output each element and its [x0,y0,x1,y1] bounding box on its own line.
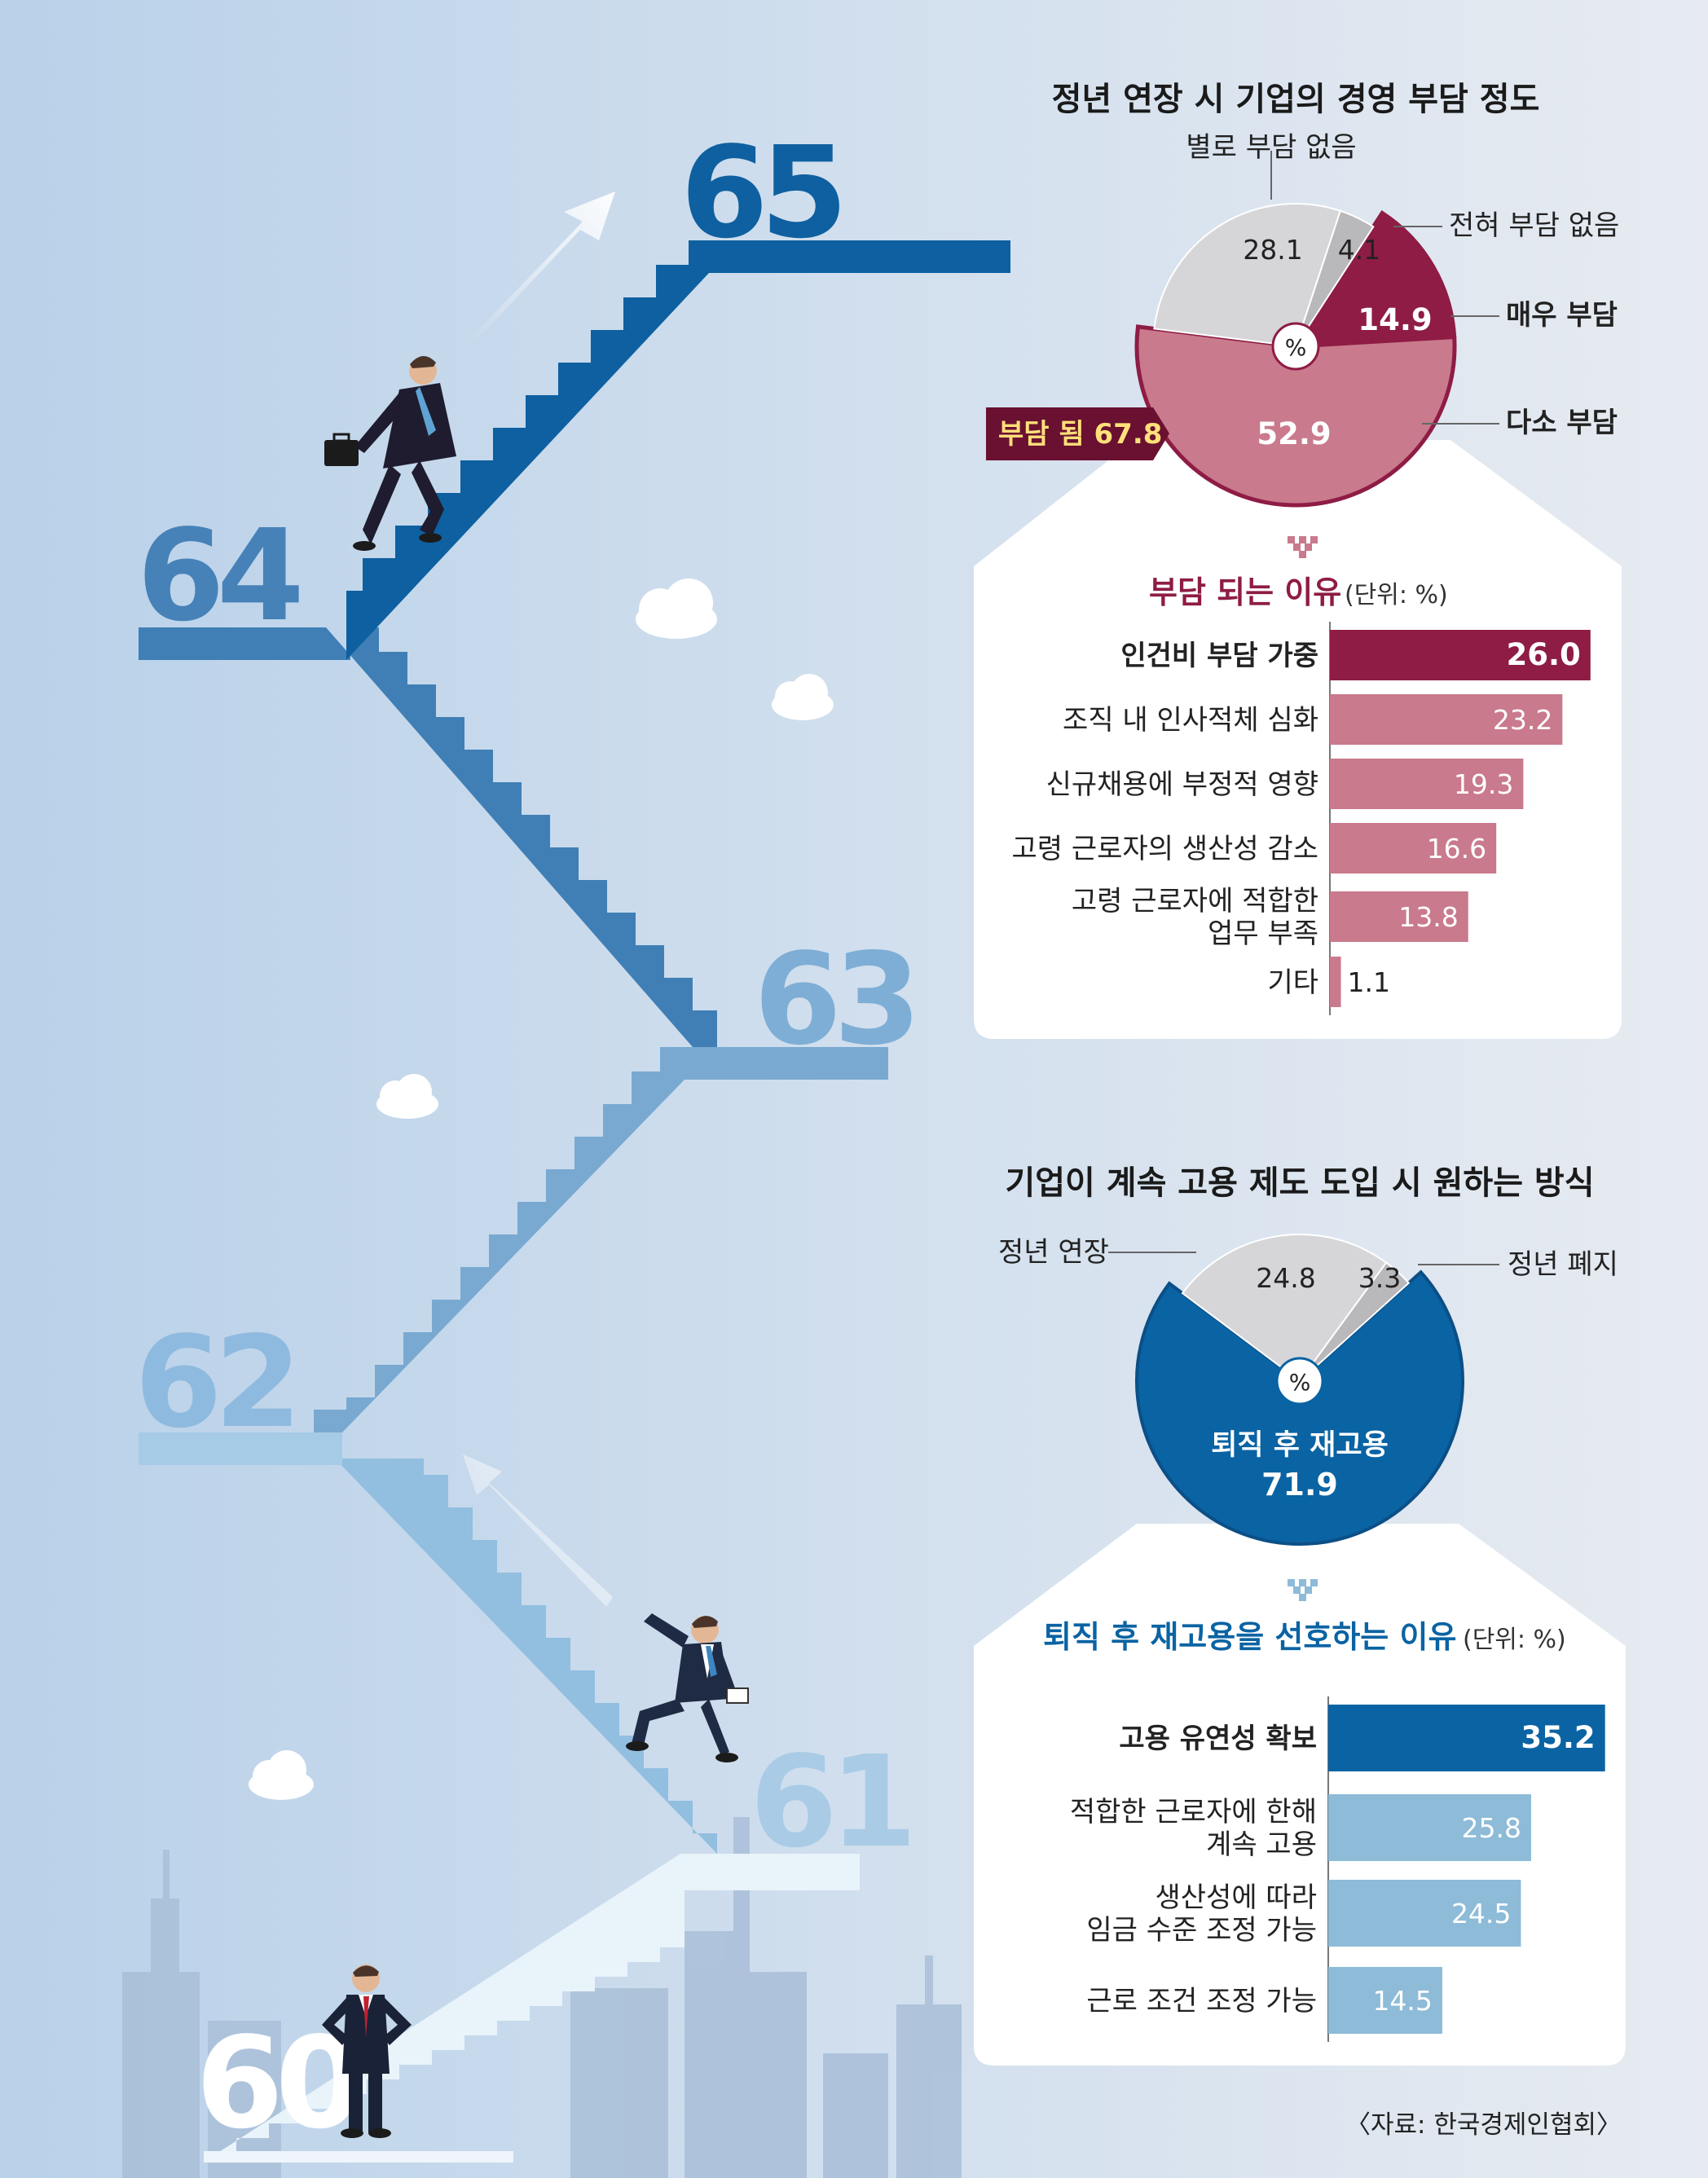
stair-label-62: 62 [134,1309,294,1456]
chart2-title: 부담 되는 이유 [1149,574,1341,610]
pie2-slice-2 [1299,1261,1411,1382]
stair-64-63 [139,627,717,1047]
chart1-pie [1134,203,1457,508]
chart1-panel [974,440,1622,1039]
businessman-climbing [324,355,456,551]
bar-label-0: 고용 유연성 확보 [1119,1723,1317,1755]
bar-value-4: 13.8 [1398,901,1458,933]
stair-label-65: 65 [680,119,840,266]
pie2-label-정년폐지: 정년 폐지 [1508,1248,1618,1281]
bar-value-3: 14.5 [1372,1985,1432,2017]
bar-3 [1330,823,1497,873]
cloud [376,1074,438,1119]
up-left-arrow-icon [463,1454,613,1607]
bar-label-1: 적합한 근로자에 한해 [1070,1796,1317,1828]
pie2-value-24.8: 24.8 [1256,1262,1315,1294]
bar-label-5: 기타 [1267,966,1318,999]
pie1-label-다소: 다소 부담 [1506,407,1618,439]
pie2-value-3.3: 3.3 [1358,1262,1401,1294]
callout-burden [986,407,1169,460]
stair-labels: 65 64 63 62 61 60 [134,119,922,2157]
bar-value-1: 23.2 [1493,704,1552,736]
pie1-value-4.1: 4.1 [1338,234,1380,266]
businessman-running [626,1613,749,1762]
businessman-standing [322,1965,412,2138]
cloud [249,1750,314,1800]
pie1-label-별로: 별로 부담 없음 [1186,131,1356,164]
chevron-down-icon [1288,536,1318,558]
bar-label-3: 근로 조건 조정 가능 [1086,1985,1317,2017]
bar-value-2: 24.5 [1451,1898,1511,1929]
cloud [772,674,834,720]
chart4-unit: (단위: %) [1463,1626,1566,1654]
bar-1 [1328,1794,1531,1861]
chart3-title: 기업이 계속 고용 제도 도입 시 원하는 방식 [1005,1164,1594,1202]
bar-3 [1328,1967,1442,2034]
landing-62 [139,1432,342,1465]
pie1-label-매우: 매우 부담 [1506,299,1618,332]
pie2-value-71.9: 71.9 [1261,1467,1338,1503]
up-arrow-icon [471,191,615,346]
bar-0 [1328,1705,1605,1771]
source-note: 〈자료: 한국경제인협회〉 [1345,2110,1622,2140]
bar-label-4: 업무 부족 [1208,917,1318,950]
pie1-slice-0 [1292,209,1457,349]
bar-2 [1328,1880,1521,1947]
bar-label-2: 임금 수준 조정 가능 [1086,1914,1317,1947]
chart2-bars: 인건비 부담 가중 26.0 조직 내 인사적체 심화 23.2 신규채용에 부정적 영… [1011,622,1591,1015]
bar-value-5: 1.1 [1348,966,1390,998]
bar-label-3: 고령 근로자의 생산성 감소 [1011,833,1318,865]
chart2-unit: (단위: %) [1345,581,1448,609]
chart1-unit-label: % [1285,334,1307,361]
chart1-title: 정년 연장 시 기업의 경영 부담 정도 [1052,81,1540,118]
stair-60-61 [204,1854,860,2159]
pie1-label-전혀: 전혀 부담 없음 [1449,209,1619,242]
bar-value-2: 19.3 [1454,768,1513,800]
bar-0 [1330,630,1591,680]
landing-60 [204,2151,513,2163]
stair-label-64: 64 [137,502,299,649]
bar-value-3: 16.6 [1427,833,1486,865]
bar-label-2: 신규채용에 부정적 영향 [1046,768,1318,801]
chart3-unit-label: % [1289,1369,1311,1396]
pie1-value-52.9: 52.9 [1257,416,1331,451]
cloud [636,579,717,639]
bar-label-4: 고령 근로자에 적합한 [1072,885,1318,917]
pie2-slice-0 [1135,1269,1464,1546]
bar-label-1: 조직 내 인사적체 심화 [1063,704,1318,737]
pie2-slice-1 [1181,1234,1388,1383]
pie1-slice-3 [1295,209,1375,347]
chart4-title: 퇴직 후 재고용을 선호하는 이유 [1043,1619,1456,1655]
pie2-label-퇴직: 퇴직 후 재고용 [1211,1429,1389,1462]
stair-label-63: 63 [754,926,913,1073]
pie1-slice-2 [1153,203,1342,348]
chart1-pie-center [1271,322,1320,371]
chart3-pie-center [1275,1357,1324,1406]
stairs [139,240,1010,2163]
clouds [249,579,834,1800]
bar-label-1: 계속 고용 [1206,1828,1317,1861]
pie1-value-28.1: 28.1 [1243,234,1302,266]
pie2-label-정년연장: 정년 연장 [998,1236,1109,1269]
callout-burden-text: 부담 됨 67.8 [998,418,1162,451]
bar-value-0: 35.2 [1521,1720,1595,1755]
bar-value-0: 26.0 [1507,637,1581,672]
stair-label-61: 61 [750,1728,909,1876]
chart3-pie [1135,1234,1464,1546]
bar-1 [1330,694,1563,745]
bar-5 [1330,957,1341,1007]
bar-4 [1330,891,1468,942]
pie1-slice-1 [1134,324,1457,508]
bar-label-0: 인건비 부담 가중 [1120,640,1318,672]
bar-2 [1330,759,1524,809]
chevron-down-icon [1288,1579,1318,1601]
stair-62-61 [143,1432,717,1854]
bar-value-1: 25.8 [1461,1812,1521,1844]
pie1-value-14.9: 14.9 [1358,302,1432,337]
bar-label-2: 생산성에 따라 [1156,1881,1318,1914]
